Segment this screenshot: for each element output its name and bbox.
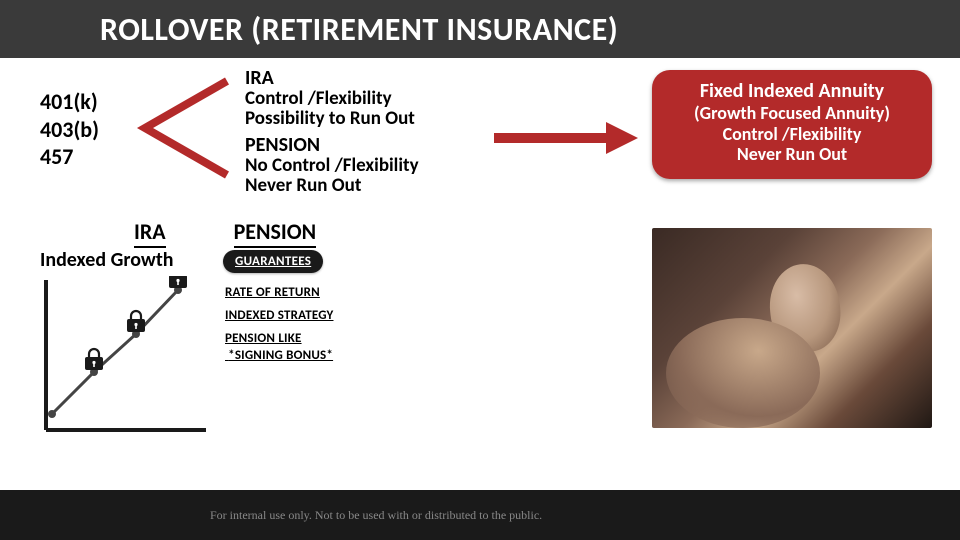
options-block: IRA Control /Flexibility Possibility to … [245,68,480,198]
title-bar: ROLLOVER (RETIREMENT INSURANCE) [0,0,960,58]
pension-line2: Never Run Out [245,176,480,196]
content-area: 401(k) 403(b) 457 IRA Control /Flexibili… [0,58,960,490]
pension-title: PENSION [245,135,480,156]
ira-line2: Possibility to Run Out [245,109,480,129]
col-header-ira: IRA [134,218,166,248]
growth-chart [40,276,210,436]
arrow-right-icon [490,118,640,158]
disclaimer-text: For internal use only. Not to be used wi… [210,508,542,523]
callout-line1: Fixed Indexed Annuity [668,80,916,103]
callout-line2: (Growth Focused Annuity) [668,103,916,124]
ira-line1: Control /Flexibility [245,89,480,109]
guarantees-pill: GUARANTEES [223,250,323,273]
rate-of-return-label: RATE OF RETURN [225,285,423,300]
signing-bonus-label: PENSION LIKE *SIGNING BONUS* [225,331,423,365]
couple-photo [652,228,932,428]
plan-401k: 401(k) [40,88,99,116]
indexed-strategy-label: INDEXED STRATEGY [225,308,423,323]
plan-403b: 403(b) [40,116,99,144]
footer-bar: For internal use only. Not to be used wi… [0,490,960,540]
indexed-growth-label: Indexed Growth [40,248,174,272]
less-than-icon [135,73,235,183]
pension-benefits-list: GUARANTEES RATE OF RETURN INDEXED STRATE… [223,250,423,373]
pension-option: PENSION No Control /Flexibility Never Ru… [245,135,480,196]
pension-line1: No Control /Flexibility [245,156,480,176]
plans-list: 401(k) 403(b) 457 [40,88,99,171]
col-header-pension: PENSION [234,218,317,248]
callout-line4: Never Run Out [668,144,916,165]
callout-line3: Control /Flexibility [668,124,916,145]
column-headers: IRA PENSION [80,218,316,248]
ira-title: IRA [245,68,480,89]
plan-457: 457 [40,143,99,171]
page-title: ROLLOVER (RETIREMENT INSURANCE) [100,10,618,49]
annuity-callout: Fixed Indexed Annuity (Growth Focused An… [652,70,932,179]
ira-option: IRA Control /Flexibility Possibility to … [245,68,480,129]
